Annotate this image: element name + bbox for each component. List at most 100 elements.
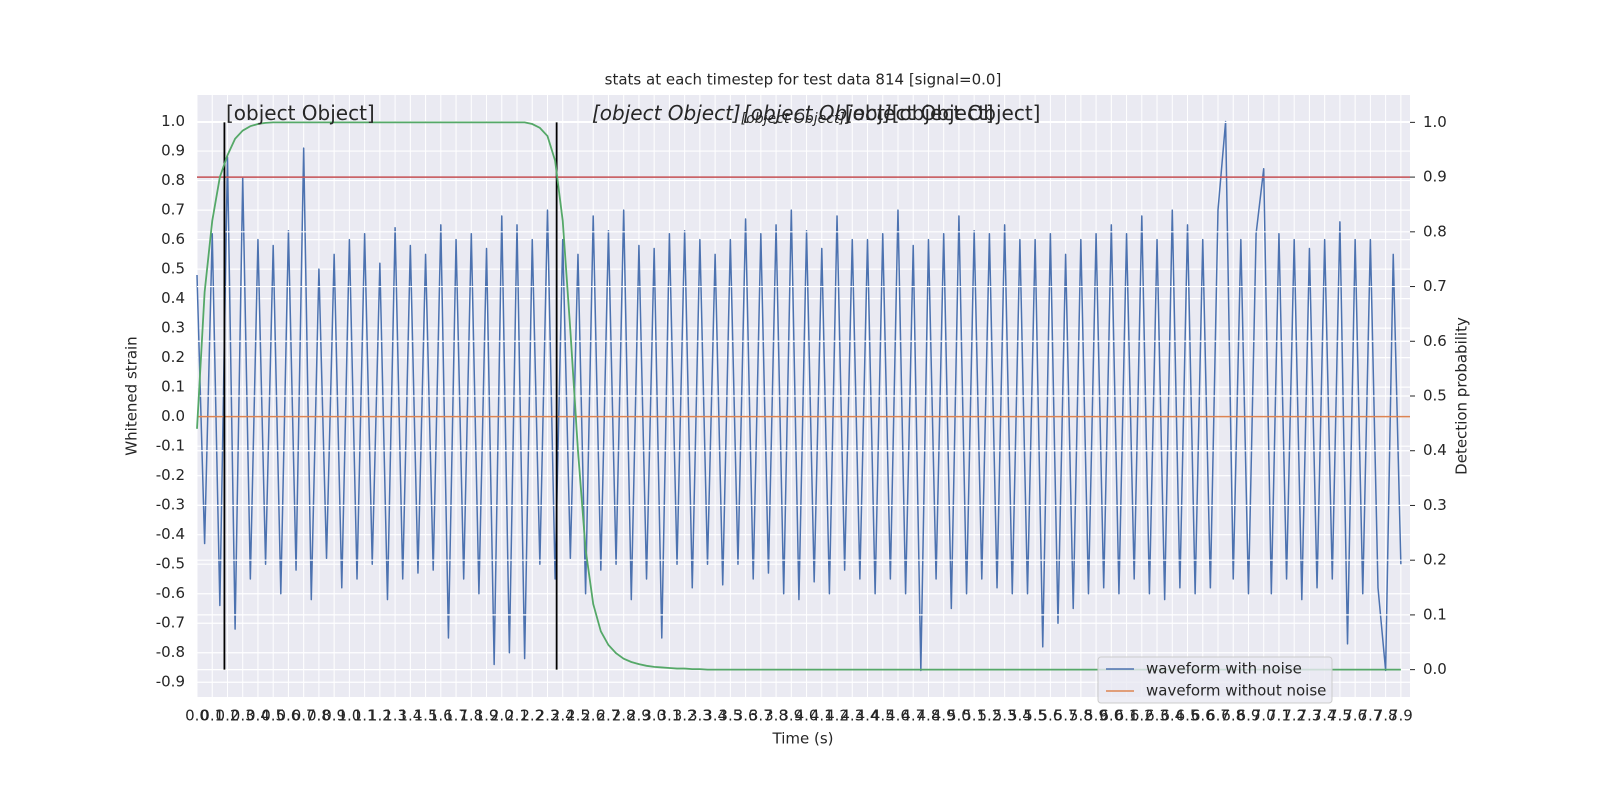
- x-tick-label: 0.3: [231, 707, 255, 725]
- y-tick-label: 0.7: [161, 201, 185, 219]
- annotation: [object Object][object Object][object Ob…: [592, 101, 994, 128]
- x-tick-label: 2.4: [551, 707, 575, 725]
- x-tick-label: 0.1: [200, 707, 224, 725]
- x-tick-label: 0.0: [185, 707, 209, 725]
- y2-tick-label: 0.8: [1423, 222, 1447, 240]
- y2-tick-label: 0.9: [1423, 168, 1447, 186]
- annotation: [object Object][object Object]: [743, 101, 1040, 125]
- x-tick-label: 7.1: [1267, 707, 1291, 725]
- x-tick-label: 1.5: [414, 707, 438, 725]
- x-tick-label: 6.6: [1191, 707, 1215, 725]
- x-tick-label: 4.6: [886, 707, 910, 725]
- x-tick-label: 2.5: [566, 707, 590, 725]
- x-tick-label: 7.4: [1313, 707, 1337, 725]
- y-tick-label: -0.9: [156, 673, 185, 691]
- x-tick-label: 7.3: [1297, 707, 1321, 725]
- y2-tick-label: 0.3: [1423, 496, 1447, 514]
- y-tick-label: 0.0: [161, 407, 185, 425]
- y2-tick-label: 0.0: [1423, 660, 1447, 678]
- x-tick-label: 5.6: [1038, 707, 1062, 725]
- x-tick-label: 5.1: [962, 707, 986, 725]
- x-tick-label: 1.6: [429, 707, 453, 725]
- x-tick-label: 3.5: [718, 707, 742, 725]
- y-tick-label: -0.1: [156, 437, 185, 455]
- x-tick-label: 5.8: [1069, 707, 1093, 725]
- legend-box: [1097, 656, 1333, 704]
- y-tick-label: -0.4: [156, 525, 185, 543]
- legend-label: waveform without noise: [1146, 682, 1326, 700]
- x-tick-label: 1.4: [398, 707, 422, 725]
- x-tick-label: 0.8: [307, 707, 331, 725]
- x-tick-label: 6.4: [1160, 707, 1184, 725]
- y-tick-label: 0.9: [161, 142, 185, 160]
- x-tick-label: 7.0: [1252, 707, 1276, 725]
- y2-tick-label: 0.1: [1423, 605, 1447, 623]
- x-tick-label: 3.3: [688, 707, 712, 725]
- y-tick-label: -0.3: [156, 496, 185, 514]
- x-tick-label: 4.8: [917, 707, 941, 725]
- annotation-part: [object Object]: [226, 101, 375, 125]
- y-tick-label: -0.2: [156, 466, 185, 484]
- x-tick-label: 4.9: [932, 707, 956, 725]
- y-tick-label: -0.8: [156, 643, 185, 661]
- y2-tick-label: 0.2: [1423, 551, 1447, 569]
- y-tick-label: 0.4: [161, 289, 185, 307]
- x-tick-label: 4.7: [901, 707, 925, 725]
- annotation-part: [object Object]: [741, 111, 845, 127]
- y-tick-label: -0.5: [156, 555, 185, 573]
- x-tick-label: 6.5: [1176, 707, 1200, 725]
- x-tick-label: 1.3: [383, 707, 407, 725]
- y2-tick-label: 0.5: [1423, 387, 1447, 405]
- x-tick-label: 6.8: [1221, 707, 1245, 725]
- chart-title: stats at each timestep for test data 814…: [605, 71, 1002, 89]
- annotation: [object Object]: [226, 101, 375, 125]
- annotation-part: [object Object]: [743, 101, 892, 125]
- y-axis-label: Whitened strain: [123, 336, 141, 455]
- x-tick-label: 0.9: [322, 707, 346, 725]
- x-tick-label: 3.9: [779, 707, 803, 725]
- x-tick-label: 5.0: [947, 707, 971, 725]
- legend-label: waveform with noise: [1146, 660, 1302, 678]
- x-tick-label: 2.3: [536, 707, 560, 725]
- x-tick-label: 7.6: [1343, 707, 1367, 725]
- x-tick-label: 4.4: [856, 707, 880, 725]
- x-tick-label: 3.7: [749, 707, 773, 725]
- x-tick-label: 3.2: [673, 707, 697, 725]
- x-tick-label: 7.8: [1374, 707, 1398, 725]
- x-tick-label: 5.7: [1054, 707, 1078, 725]
- x-tick-label: 2.0: [490, 707, 514, 725]
- x-tick-label: 1.2: [368, 707, 392, 725]
- x-tick-label: 1.8: [459, 707, 483, 725]
- x-tick-label: 5.2: [977, 707, 1001, 725]
- x-tick-label: 7.5: [1328, 707, 1352, 725]
- y2-tick-label: 0.4: [1423, 441, 1447, 459]
- x-tick-label: 6.7: [1206, 707, 1230, 725]
- x-tick-label: 3.8: [764, 707, 788, 725]
- y-tick-label: 1.0: [161, 112, 185, 130]
- x-tick-label: 6.1: [1115, 707, 1139, 725]
- series-line: [196, 120, 1402, 672]
- y2-axis-label: Detection probability: [1453, 317, 1471, 475]
- x-tick-label: 1.7: [444, 707, 468, 725]
- x-tick-label: 7.2: [1282, 707, 1306, 725]
- x-tick-label: 4.5: [871, 707, 895, 725]
- x-tick-label: 3.4: [703, 707, 727, 725]
- x-tick-label: 2.8: [612, 707, 636, 725]
- x-axis-label: Time (s): [772, 730, 834, 748]
- y-tick-label: -0.7: [156, 614, 185, 632]
- y-tick-label: 0.2: [161, 348, 185, 366]
- x-tick-label: 4.1: [810, 707, 834, 725]
- x-tick-label: 2.6: [581, 707, 605, 725]
- y2-tick-label: 0.7: [1423, 277, 1447, 295]
- x-tick-label: 7.9: [1389, 707, 1413, 725]
- x-tick-label: 3.0: [642, 707, 666, 725]
- x-tick-label: 3.1: [657, 707, 681, 725]
- x-tick-label: 1.1: [353, 707, 377, 725]
- x-tick-label: 1.9: [475, 707, 499, 725]
- x-tick-label: 1.0: [337, 707, 361, 725]
- x-tick-label: 4.2: [825, 707, 849, 725]
- x-tick-label: 5.5: [1023, 707, 1047, 725]
- x-tick-label: 4.3: [840, 707, 864, 725]
- y-tick-label: 0.6: [161, 230, 185, 248]
